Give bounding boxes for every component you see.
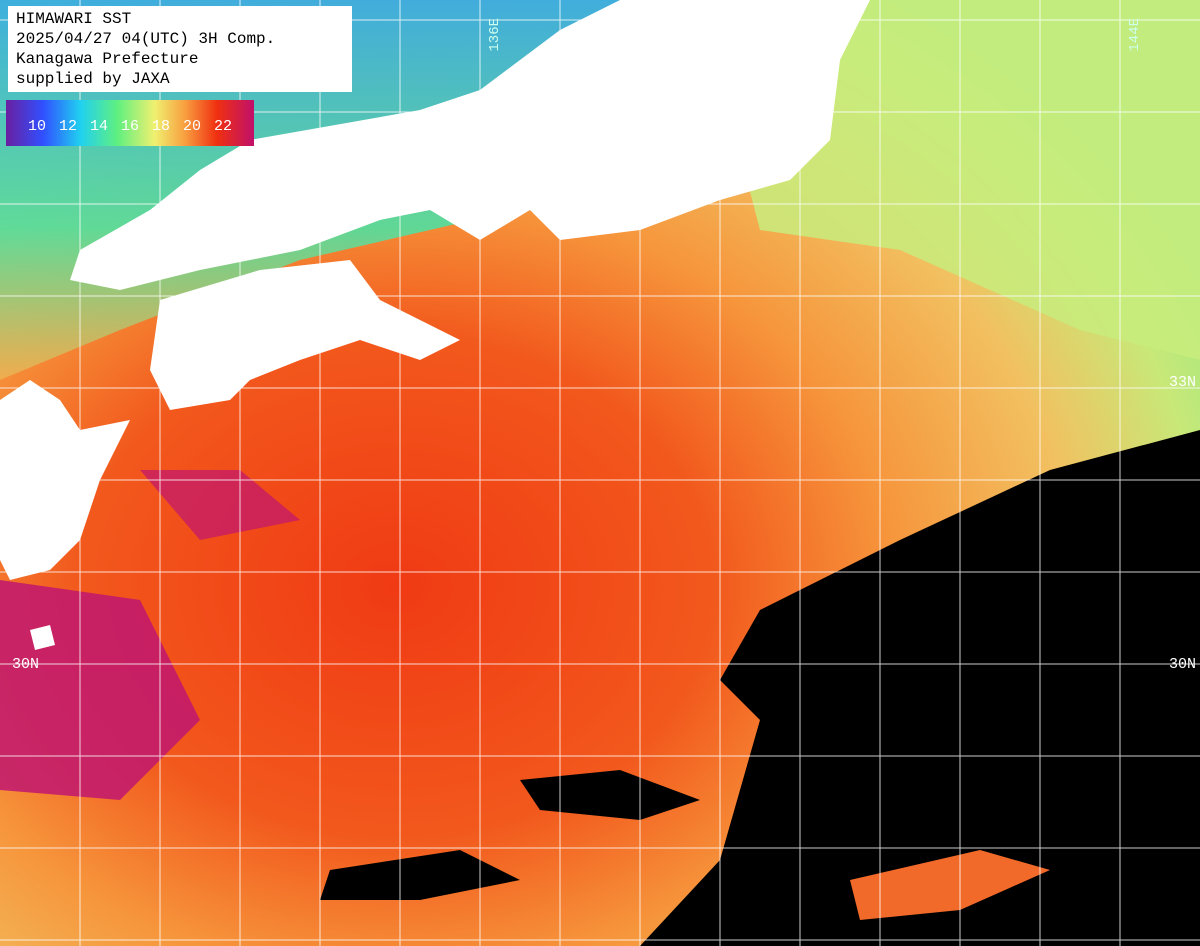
header-line: 2025/04/27 04(UTC) 3H Comp.: [16, 30, 275, 48]
colorbar: [6, 100, 254, 146]
colorbar-label: 16: [121, 118, 139, 135]
lat-label: 30N: [12, 656, 39, 673]
colorbar-label: 20: [183, 118, 201, 135]
cloud-mask: [520, 770, 700, 820]
header: HIMAWARI SST 2025/04/27 04(UTC) 3H Comp. K…: [16, 10, 275, 88]
header-line: supplied by JAXA: [16, 70, 170, 88]
sea-patch: [850, 850, 1050, 920]
header-box: [8, 6, 352, 92]
header-line: Kanagawa Prefecture: [16, 50, 198, 68]
colorbar-labels: 10 12 14 16 18 20 22: [28, 118, 232, 135]
land-island: [30, 625, 55, 650]
lon-label: 136E: [487, 18, 503, 52]
colorbar-label: 18: [152, 118, 170, 135]
lon-label: 144E: [1127, 18, 1143, 52]
cloud-mask: [320, 850, 520, 900]
cloud-mask: [640, 430, 1200, 946]
land-honshu: [70, 0, 870, 290]
lat-label: 30N: [1169, 656, 1196, 673]
colorbar-label: 22: [214, 118, 232, 135]
lat-label: 33N: [1169, 374, 1196, 391]
colorbar-label: 10: [28, 118, 46, 135]
header-line: HIMAWARI SST: [16, 10, 131, 28]
colorbar-label: 12: [59, 118, 77, 135]
land-shikoku: [150, 260, 460, 410]
colorbar-label: 14: [90, 118, 108, 135]
warm-patch: [140, 470, 300, 540]
